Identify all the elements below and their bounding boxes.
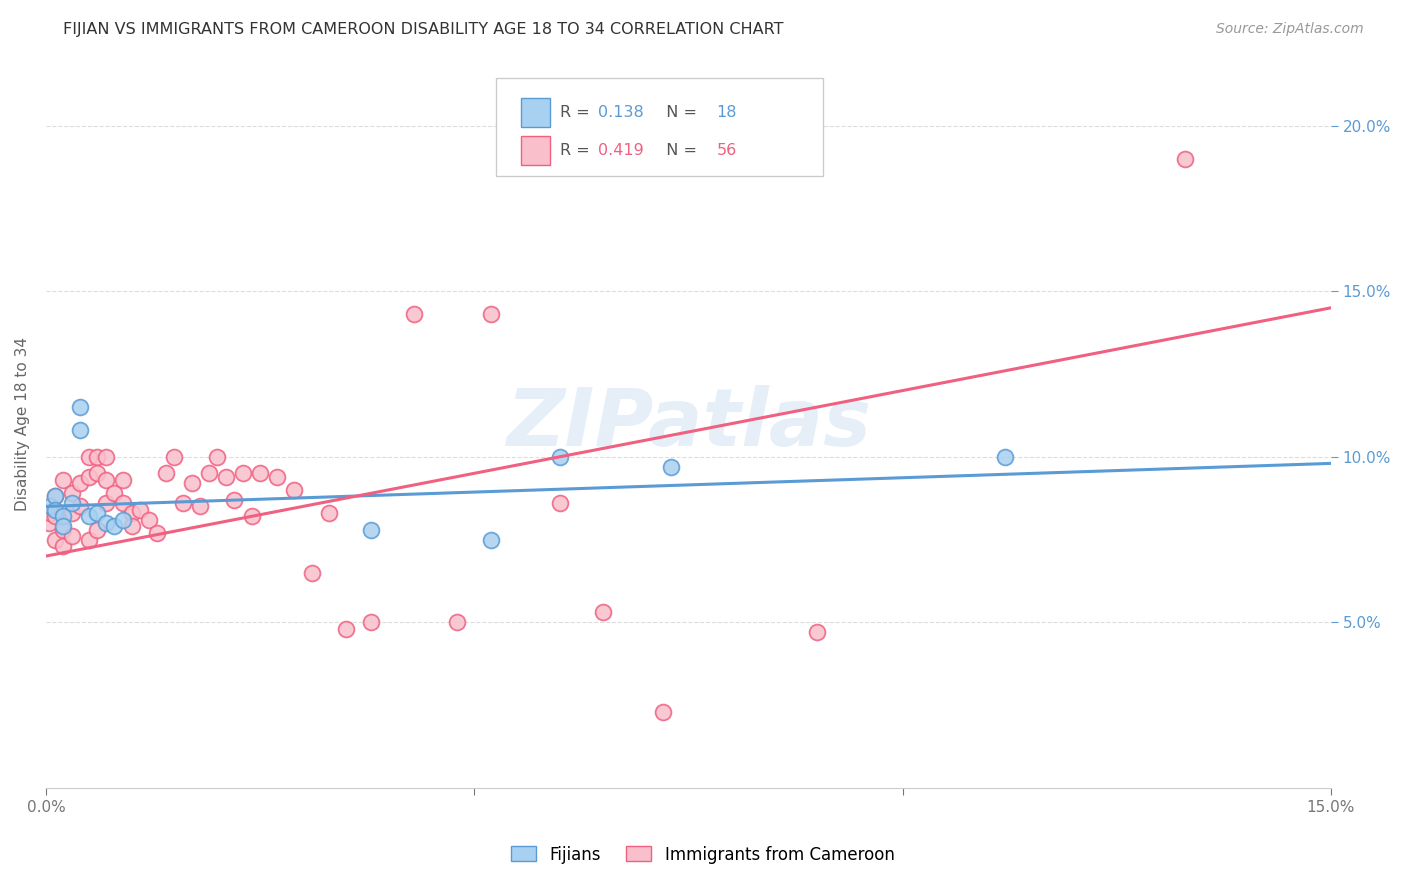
- Point: [60, 506, 83, 520]
- FancyBboxPatch shape: [522, 98, 550, 128]
- Point: [301, 566, 323, 580]
- Point: [86, 450, 108, 464]
- Point: [38, 516, 60, 530]
- Point: [112, 473, 135, 487]
- Point: [94, 473, 117, 487]
- Point: [44, 533, 66, 547]
- Point: [77, 450, 100, 464]
- Point: [86, 506, 108, 520]
- Point: [77, 509, 100, 524]
- Point: [44, 509, 66, 524]
- Point: [138, 513, 160, 527]
- Point: [207, 450, 229, 464]
- Point: [121, 506, 143, 520]
- Point: [52, 519, 75, 533]
- Point: [103, 519, 125, 533]
- Point: [39, 506, 62, 520]
- Point: [69, 423, 91, 437]
- Point: [592, 605, 614, 619]
- FancyBboxPatch shape: [522, 136, 550, 165]
- Point: [52, 509, 75, 524]
- Point: [44, 490, 66, 504]
- Point: [60, 496, 83, 510]
- Point: [112, 496, 135, 510]
- Legend: Fijians, Immigrants from Cameroon: Fijians, Immigrants from Cameroon: [505, 839, 901, 871]
- Text: Source: ZipAtlas.com: Source: ZipAtlas.com: [1216, 22, 1364, 37]
- Point: [94, 516, 117, 530]
- Text: R =: R =: [560, 105, 595, 120]
- Point: [44, 490, 66, 504]
- Point: [479, 308, 502, 322]
- Text: N =: N =: [657, 105, 703, 120]
- Point: [232, 467, 254, 481]
- Point: [651, 705, 673, 719]
- Point: [163, 450, 186, 464]
- Point: [1174, 152, 1197, 166]
- Text: 0.138: 0.138: [599, 105, 644, 120]
- Point: [548, 496, 571, 510]
- Point: [548, 450, 571, 464]
- Text: 18: 18: [717, 105, 737, 120]
- Point: [129, 502, 152, 516]
- Point: [94, 450, 117, 464]
- Point: [69, 476, 91, 491]
- Point: [224, 492, 246, 507]
- Point: [77, 533, 100, 547]
- Text: ZIPatlas: ZIPatlas: [506, 384, 870, 463]
- Point: [52, 473, 75, 487]
- Y-axis label: Disability Age 18 to 34: Disability Age 18 to 34: [15, 336, 30, 511]
- Text: N =: N =: [657, 143, 703, 158]
- Point: [39, 500, 62, 514]
- Point: [121, 519, 143, 533]
- Point: [52, 539, 75, 553]
- Point: [283, 483, 305, 497]
- Point: [44, 502, 66, 516]
- Point: [994, 450, 1017, 464]
- Point: [188, 500, 211, 514]
- Text: 56: 56: [717, 143, 737, 158]
- Point: [318, 506, 340, 520]
- Point: [249, 467, 271, 481]
- Point: [103, 486, 125, 500]
- Point: [180, 476, 202, 491]
- Point: [69, 400, 91, 414]
- Point: [335, 622, 357, 636]
- Point: [94, 496, 117, 510]
- Point: [360, 523, 382, 537]
- Point: [69, 500, 91, 514]
- Point: [446, 615, 468, 630]
- Point: [86, 523, 108, 537]
- Point: [806, 625, 828, 640]
- Point: [112, 513, 135, 527]
- Point: [77, 469, 100, 483]
- Point: [266, 469, 288, 483]
- FancyBboxPatch shape: [496, 78, 824, 176]
- Text: R =: R =: [560, 143, 595, 158]
- Point: [60, 486, 83, 500]
- Point: [360, 615, 382, 630]
- Point: [240, 509, 263, 524]
- Point: [659, 459, 682, 474]
- Point: [215, 469, 238, 483]
- Point: [86, 467, 108, 481]
- Text: 0.419: 0.419: [599, 143, 644, 158]
- Point: [146, 525, 169, 540]
- Point: [404, 308, 426, 322]
- Point: [52, 523, 75, 537]
- Text: FIJIAN VS IMMIGRANTS FROM CAMEROON DISABILITY AGE 18 TO 34 CORRELATION CHART: FIJIAN VS IMMIGRANTS FROM CAMEROON DISAB…: [63, 22, 783, 37]
- Point: [155, 467, 177, 481]
- Point: [172, 496, 194, 510]
- Point: [60, 529, 83, 543]
- Point: [197, 467, 219, 481]
- Point: [479, 533, 502, 547]
